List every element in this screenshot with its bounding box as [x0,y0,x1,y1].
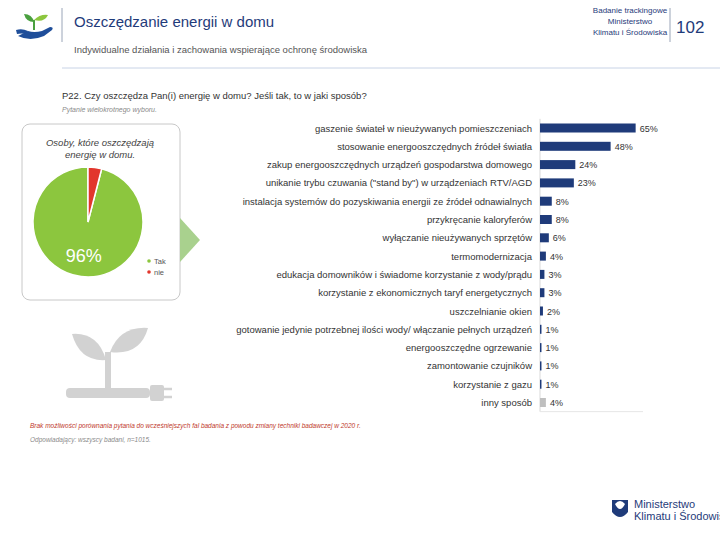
category-label: gotowanie jedynie potrzebnej ilości wody… [236,324,532,335]
bar [540,307,543,316]
category-label: instalacja systemów do pozyskiwania ener… [243,196,532,207]
category-label: energooszczędne ogrzewanie [406,342,532,353]
logo-leaf [34,15,48,21]
slide: Oszczędzanie energii w domu Indywidualne … [0,0,720,540]
background [0,0,720,540]
data-label: 4% [550,398,563,408]
icon-pin [164,388,172,391]
header-title: Oszczędzanie energii w domu [74,13,274,30]
page-number: 102 [676,18,704,37]
data-label: 1% [545,325,558,335]
plug-plant-icon [66,328,172,401]
icon-base [66,388,150,398]
header-rule [62,68,720,69]
data-label: 65% [640,124,658,134]
header-source: Badanie trackingowe [593,6,668,15]
bar [540,160,575,169]
bar [540,233,549,242]
data-label: 23% [578,178,596,188]
logo-leaf [24,14,34,22]
bar [540,343,541,352]
legend-swatch [147,270,151,274]
pie-title: Osoby, które oszczędzająenergię w domu. [46,137,154,160]
bar [540,124,636,133]
icon-leaf [110,328,148,353]
logo-text: Ministerstwo [634,498,695,510]
logo-emblem-bird [615,501,625,509]
bar [540,398,546,407]
axis-line [540,411,643,412]
pie-title-line: Osoby, które oszczędzają [46,137,154,148]
data-label: 1% [545,361,558,371]
category-label: przykręcanie kaloryferów [427,214,532,225]
data-label: 1% [545,380,558,390]
logo-text: Klimatu i Środowiska [634,510,720,522]
header-divider [670,8,671,42]
icon-stem [105,352,111,392]
category-label: zakup energooszczędnych urządzeń gospoda… [267,159,532,170]
logo-hand [16,29,28,34]
category-label: korzystanie z ekonomicznych taryf energe… [318,287,532,298]
bar [540,325,541,334]
icon-plug [150,385,164,401]
category-label: korzystanie z gazu [453,379,532,390]
bar [540,142,611,151]
bar [540,361,541,370]
logo-emblem [612,500,628,517]
category-label: gaszenie świateł w nieużywanych pomieszc… [315,123,532,134]
bars [540,124,636,408]
footnote: Brak możliwości porównania pytania do wc… [30,422,361,430]
data-label: 2% [547,307,560,317]
question-note: Pytanie wielokrotnego wyboru. [62,106,157,114]
icon-leaf [72,334,106,360]
pie-slice [88,167,102,222]
pie-slices [33,167,143,277]
header-source: Ministerstwo [608,17,653,26]
data-label: 8% [556,197,569,207]
pie-slice [33,167,143,277]
bar [540,288,544,297]
data-label: 3% [548,288,561,298]
legend-label: nie [154,268,164,277]
legend-label: Tak [154,257,166,266]
bar [540,270,544,279]
data-label: 1% [545,343,558,353]
sample-note: Odpowiadający: wszyscy badani, n=1015. [30,436,151,444]
bar [540,380,541,389]
question: P22. Czy oszczędza Pan(i) energię w domu… [62,90,367,101]
data-label: 4% [550,252,563,262]
legend-swatch [147,259,151,263]
ministry-logo [612,500,628,517]
category-label: stosowanie energooszczędnych źródeł świa… [337,141,533,152]
data-label: 3% [548,270,561,280]
data-label: 8% [556,215,569,225]
pointer-arrow [180,218,200,262]
header-source: Klimatu i Środowiska [593,28,668,37]
pie-box [22,124,180,300]
bar [540,178,574,187]
category-label: zamontowanie czujników [427,360,532,371]
header-logo [16,14,53,39]
category-label: unikanie trybu czuwania ("stand by") w u… [266,177,532,188]
bar [540,197,552,206]
data-label: 6% [553,233,566,243]
bar [540,215,552,224]
data-label: 24% [579,160,597,170]
pie-data-label: 96% [66,246,102,266]
header-divider [62,8,63,42]
header-subtitle: Indywidualne działania i zachowania wspi… [74,44,368,55]
category-label: termomodernizacja [451,251,532,262]
category-label: edukacja domowników i świadome korzystan… [276,269,532,280]
icon-pin [164,396,172,399]
pie-title-line: energię w domu. [65,149,135,160]
category-label: uszczelnianie okien [450,306,532,317]
category-label: wyłączanie nieużywanych sprzętów [382,232,533,243]
data-label: 48% [615,142,633,152]
category-label: inny sposób [481,397,532,408]
bar [540,252,546,261]
